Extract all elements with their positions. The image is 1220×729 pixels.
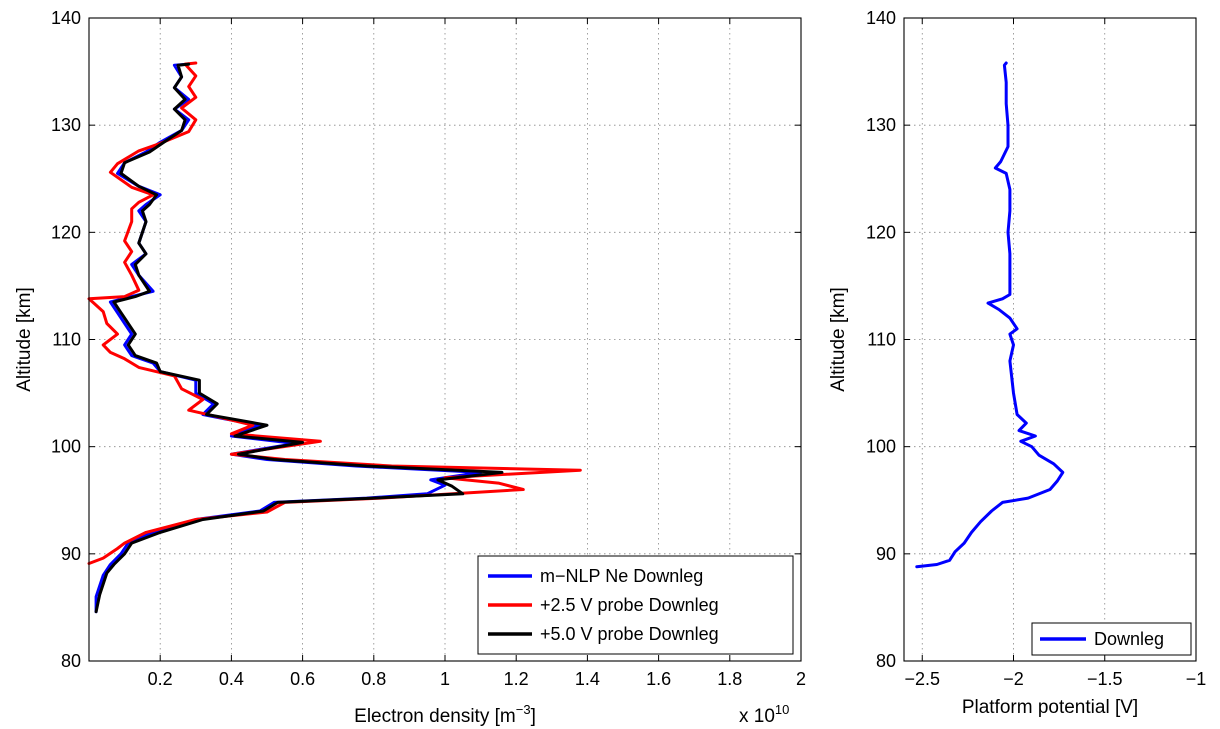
right-x-tick-label: −2: [1003, 669, 1024, 689]
left-x-tick-label: 0.4: [219, 669, 244, 689]
right-ticks: [904, 17, 1197, 662]
right-y-tick-label: 120: [866, 222, 896, 242]
left-tick-labels: 0.2 0.4 0.6 0.8 1 1.2 1.4 1.6 1.8 2 80 90 100 110 120 1…: [51, 8, 806, 689]
left-x-tick-label: 1: [440, 669, 450, 689]
left-y-tick-label: 140: [51, 8, 81, 28]
right-y-tick-label: 130: [866, 115, 896, 135]
left-y-tick-label: 100: [51, 437, 81, 457]
right-tick-labels: −2.5 −2 −1.5 −1 80 90 100 110 120 130 140: [866, 8, 1206, 689]
left-x-tick-label: 0.8: [361, 669, 386, 689]
right-series-line-0: [915, 61, 1065, 569]
left-series: [87, 61, 582, 614]
right-y-axis-label: Altitude [km]: [828, 287, 849, 392]
left-x-tick-label: 1.2: [504, 669, 529, 689]
left-y-tick-label: 120: [51, 222, 81, 242]
left-y-tick-label: 130: [51, 115, 81, 135]
legend-label-downleg: Downleg: [1094, 629, 1164, 649]
left-x-tick-label: 1.6: [646, 669, 671, 689]
legend-label-2-5v: +2.5 V probe Downleg: [540, 595, 719, 615]
left-y-tick-label: 110: [52, 330, 81, 350]
left-chart: 0.2 0.4 0.6 0.8 1 1.2 1.4 1.6 1.8 2 80 90 100 110 120 1…: [14, 8, 806, 727]
left-series-line-2: [94, 62, 504, 614]
exponent-label-sup: 10: [775, 702, 789, 717]
left-legend: m−NLP Ne Downleg +2.5 V probe Downleg +5…: [477, 555, 794, 655]
right-x-tick-label: −2.5: [904, 669, 940, 689]
right-y-tick-label: 80: [876, 651, 896, 671]
right-grid: [904, 17, 1197, 662]
right-y-tick-label: 90: [876, 544, 896, 564]
right-y-tick-label: 110: [867, 330, 896, 350]
left-x-tick-label: 1.8: [717, 669, 742, 689]
left-x-tick-label: 2: [796, 669, 806, 689]
right-x-axis-label: Platform potential [V]: [962, 697, 1138, 718]
right-chart: −2.5 −2 −1.5 −1 80 90 100 110 120 130 140 Altitude…: [828, 8, 1206, 718]
left-x-tick-label: 1.4: [575, 669, 600, 689]
exponent-label: x 1010: [739, 702, 789, 727]
left-series-line-1: [87, 61, 582, 565]
left-y-axis-label: Altitude [km]: [14, 287, 35, 392]
legend-label-mnlp: m−NLP Ne Downleg: [540, 566, 703, 586]
left-x-tick-label: 0.6: [290, 669, 315, 689]
left-x-axis-label: Electron density [m−3]: [354, 702, 536, 727]
right-y-tick-label: 140: [866, 8, 896, 28]
right-legend: Downleg: [1031, 622, 1192, 656]
left-x-tick-label: 0.2: [148, 669, 173, 689]
left-x-axis-label-end: ]: [531, 706, 536, 727]
right-x-tick-label: −1: [1186, 669, 1207, 689]
right-x-tick-label: −1.5: [1087, 669, 1123, 689]
right-series: [915, 61, 1065, 569]
legend-label-5-0v: +5.0 V probe Downleg: [540, 624, 719, 644]
left-x-axis-label-sup: −3: [516, 702, 531, 717]
right-y-tick-label: 100: [866, 437, 896, 457]
left-y-tick-label: 90: [61, 544, 81, 564]
left-y-tick-label: 80: [61, 651, 81, 671]
left-ticks: [89, 17, 802, 662]
